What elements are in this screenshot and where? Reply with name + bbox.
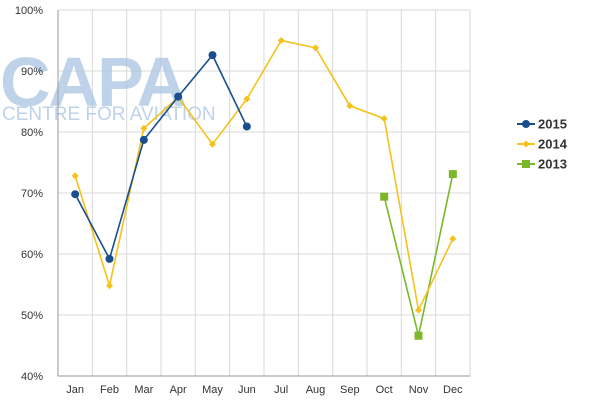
x-tick-label: Jan [66,384,84,396]
legend-item-2013: 2013 [517,157,567,172]
watermark-tagline: CENTRE FOR AVIATION [2,104,216,125]
series-line-2015 [74,53,248,262]
x-tick-label: Jun [238,384,256,396]
data-point-2014 [415,306,422,314]
y-tick-label: 40% [21,371,43,383]
data-point-2015 [242,122,251,131]
data-point-2015 [105,254,114,263]
x-tick-label: Sep [340,384,360,396]
x-tick-label: Aug [306,384,326,396]
data-point-2013 [414,331,423,340]
data-point-2015 [139,135,148,144]
y-tick-label: 70% [21,188,43,200]
data-point-2014 [380,115,388,123]
legend-marker [522,160,530,168]
data-point-2014 [449,235,457,243]
legend-marker [522,120,530,128]
y-tick-label: 50% [21,310,43,322]
series-2013 [380,170,457,340]
x-tick-label: Jul [274,384,288,396]
data-point-2014 [71,172,79,180]
data-point-2014 [209,140,216,148]
data-point-2014 [346,102,354,110]
y-tick-label: 90% [21,66,43,78]
legend-item-2014: 2014 [517,137,568,152]
data-point-2014 [106,282,113,290]
legend-marker [522,140,530,148]
x-tick-label: May [202,384,223,396]
data-point-2015 [208,51,217,60]
watermark-brand: CAPA [0,43,186,121]
chart-axes: 40% 50% 60% 70% 80% 90% 100% Jan Feb Mar Apr May Jun… [15,5,470,396]
data-point-2013 [448,170,457,179]
data-point-2015 [174,92,183,101]
y-tick-label: 100% [15,5,43,17]
x-tick-label: Oct [376,384,393,396]
data-point-2013 [380,192,389,201]
series-2014 [71,37,457,314]
y-tick-label: 80% [21,127,43,139]
x-tick-label: Apr [170,384,187,396]
legend-item-2015: 2015 [517,117,567,132]
data-point-2014 [277,37,285,44]
series-2015 [71,51,251,263]
data-point-2015 [71,190,80,199]
legend-label: 2015 [538,117,567,132]
series-line-2014 [74,39,454,313]
x-tick-label: Mar [134,384,153,396]
chart-series [71,37,457,340]
data-point-2014 [140,124,148,132]
data-point-2014 [312,44,319,52]
y-tick-label: 60% [21,249,43,261]
x-tick-label: Dec [443,384,463,396]
legend-label: 2014 [538,137,568,152]
legend-label: 2013 [538,157,567,172]
capa-watermark: CAPA CENTRE FOR AVIATION [0,43,216,125]
data-point-2014 [243,95,251,103]
x-tick-label: Feb [100,384,119,396]
x-tick-label: Nov [409,384,429,396]
chart-legend: 2015 2014 2013 [517,117,568,172]
